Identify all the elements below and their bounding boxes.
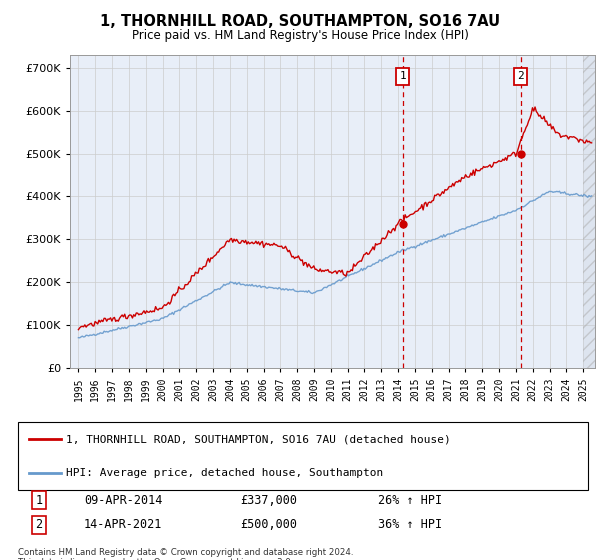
Text: Contains HM Land Registry data © Crown copyright and database right 2024.: Contains HM Land Registry data © Crown c… (18, 548, 353, 557)
Text: 26% ↑ HPI: 26% ↑ HPI (378, 493, 442, 506)
Bar (583, 55, 595, 368)
Text: This data is licensed under the Open Government Licence v3.0.: This data is licensed under the Open Gov… (18, 558, 293, 560)
Text: £337,000: £337,000 (240, 493, 297, 506)
Text: Price paid vs. HM Land Registry's House Price Index (HPI): Price paid vs. HM Land Registry's House … (131, 29, 469, 42)
Text: 2: 2 (35, 519, 43, 531)
Text: 1, THORNHILL ROAD, SOUTHAMPTON, SO16 7AU: 1, THORNHILL ROAD, SOUTHAMPTON, SO16 7AU (100, 14, 500, 29)
Text: 14-APR-2021: 14-APR-2021 (84, 519, 163, 531)
Text: £500,000: £500,000 (240, 519, 297, 531)
Bar (583, 55, 595, 368)
Text: 36% ↑ HPI: 36% ↑ HPI (378, 519, 442, 531)
Text: 1, THORNHILL ROAD, SOUTHAMPTON, SO16 7AU (detached house): 1, THORNHILL ROAD, SOUTHAMPTON, SO16 7AU… (67, 434, 451, 444)
Text: 1: 1 (399, 72, 406, 81)
Text: 2: 2 (517, 72, 524, 81)
Text: 09-APR-2014: 09-APR-2014 (84, 493, 163, 506)
Text: HPI: Average price, detached house, Southampton: HPI: Average price, detached house, Sout… (67, 468, 384, 478)
Text: 1: 1 (35, 493, 43, 506)
